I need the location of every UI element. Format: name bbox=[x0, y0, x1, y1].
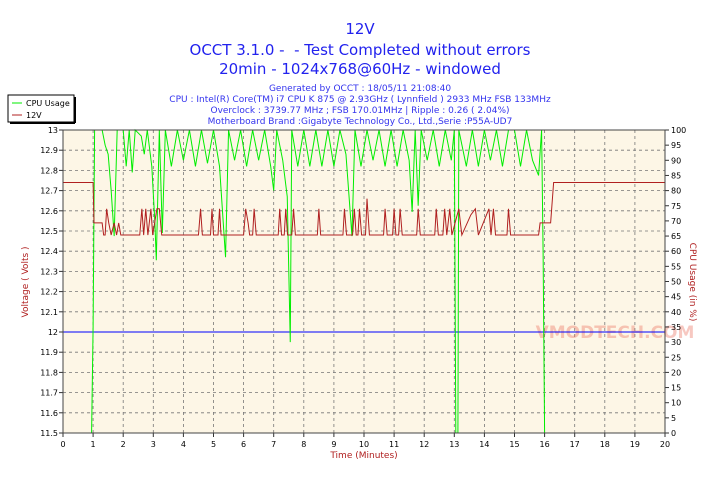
x-tick-label: 16 bbox=[540, 440, 550, 449]
x-tick-label: 20 bbox=[660, 440, 670, 449]
info-motherboard: Motherboard Brand :Gigabyte Technology C… bbox=[208, 117, 513, 127]
series-12v-line bbox=[63, 182, 665, 237]
y-tick-label: 12.9 bbox=[40, 146, 58, 155]
x-tick-label: 15 bbox=[509, 440, 519, 449]
y2-tick-label: 10 bbox=[671, 399, 681, 408]
watermark: VMODTECH.COM bbox=[536, 323, 695, 343]
x-tick-label: 13 bbox=[449, 440, 459, 449]
y2-tick-label: 90 bbox=[671, 156, 681, 165]
y2-tick-label: 100 bbox=[671, 126, 686, 135]
series-layer bbox=[63, 128, 665, 434]
y-tick-label: 13 bbox=[48, 126, 58, 135]
y-tick-label: 12.2 bbox=[40, 288, 58, 297]
legend-label-12v: 12V bbox=[26, 111, 42, 120]
y2-tick-label: 50 bbox=[671, 278, 681, 287]
x-tick-label: 8 bbox=[301, 440, 306, 449]
x-tick-label: 18 bbox=[600, 440, 610, 449]
y2-tick-label: 45 bbox=[671, 293, 681, 302]
y-axis-label: Voltage ( Volts ) bbox=[21, 246, 31, 317]
y2-tick-label: 15 bbox=[671, 384, 681, 393]
y-tick-label: 12.5 bbox=[40, 227, 58, 236]
y-tick-label: 12.6 bbox=[40, 207, 58, 216]
y2-tick-label: 55 bbox=[671, 262, 681, 271]
y2-tick-label: 5 bbox=[671, 414, 676, 423]
y-tick-label: 12 bbox=[48, 328, 58, 337]
y2-tick-label: 80 bbox=[671, 187, 681, 196]
y2-tick-label: 75 bbox=[671, 202, 681, 211]
x-tick-label: 10 bbox=[359, 440, 369, 449]
y2-tick-label: 95 bbox=[671, 141, 681, 150]
y-tick-label: 11.7 bbox=[40, 389, 58, 398]
y-tick-label: 11.8 bbox=[40, 368, 58, 377]
x-tick-label: 11 bbox=[389, 440, 399, 449]
y2-tick-label: 30 bbox=[671, 338, 681, 347]
y2-tick-label: 40 bbox=[671, 308, 681, 317]
y2-axis-label: CPU Usage (in %) bbox=[687, 243, 697, 322]
y-tick-label: 12.3 bbox=[40, 267, 58, 276]
info-overclock: Overclock : 3739.77 MHz ; FSB 170.01MHz … bbox=[210, 106, 509, 116]
x-tick-label: 0 bbox=[60, 440, 65, 449]
info-generated: Generated by OCCT : 18/05/11 21:08:40 bbox=[269, 84, 451, 94]
y2-tick-label: 20 bbox=[671, 368, 681, 377]
y2-tick-label: 65 bbox=[671, 232, 681, 241]
x-tick-label: 9 bbox=[331, 440, 336, 449]
x-tick-label: 5 bbox=[211, 440, 216, 449]
y-tick-label: 12.8 bbox=[40, 166, 58, 175]
y-tick-label: 11.6 bbox=[40, 409, 58, 418]
x-tick-label: 12 bbox=[419, 440, 429, 449]
x-tick-label: 19 bbox=[630, 440, 640, 449]
y2-tick-label: 0 bbox=[671, 429, 676, 438]
x-tick-label: 14 bbox=[479, 440, 489, 449]
y2-tick-label: 60 bbox=[671, 247, 681, 256]
grid bbox=[63, 130, 665, 433]
x-tick-label: 2 bbox=[121, 440, 126, 449]
x-tick-label: 6 bbox=[241, 440, 246, 449]
y-tick-label: 12.4 bbox=[40, 247, 58, 256]
plot-border bbox=[62, 129, 666, 434]
x-axis-label: Time (Minutes) bbox=[329, 451, 397, 461]
y-tick-label: 12.1 bbox=[40, 308, 58, 317]
x-tick-label: 17 bbox=[570, 440, 580, 449]
x-tick-label: 4 bbox=[181, 440, 186, 449]
axes: 0 1 2 3 4 5 6 7 8 9 10 11 12 13 14 15 16 17 18 19 2011.511.6… bbox=[40, 126, 686, 449]
chart-title: 12V bbox=[345, 20, 375, 38]
x-tick-label: 1 bbox=[91, 440, 96, 449]
info-cpu: CPU : Intel(R) Core(TM) i7 CPU K 875 @ 2… bbox=[169, 95, 551, 105]
x-tick-label: 3 bbox=[151, 440, 156, 449]
y2-tick-label: 25 bbox=[671, 353, 681, 362]
legend-label-cpu: CPU Usage bbox=[26, 99, 70, 108]
y-tick-label: 11.9 bbox=[40, 348, 58, 357]
chart-subtitle-mode: 20min - 1024x768@60Hz - windowed bbox=[219, 60, 501, 78]
y2-tick-label: 70 bbox=[671, 217, 681, 226]
y-tick-label: 11.5 bbox=[40, 429, 58, 438]
x-tick-label: 7 bbox=[271, 440, 276, 449]
chart-subtitle-test: OCCT 3.1.0 - - Test Completed without er… bbox=[190, 41, 531, 59]
series-cpu-usage-line bbox=[63, 128, 665, 434]
y2-tick-label: 85 bbox=[671, 171, 681, 180]
y2-tick-label: 35 bbox=[671, 323, 681, 332]
y-tick-label: 12.7 bbox=[40, 187, 58, 196]
legend: CPU Usage 12V bbox=[7, 94, 76, 124]
